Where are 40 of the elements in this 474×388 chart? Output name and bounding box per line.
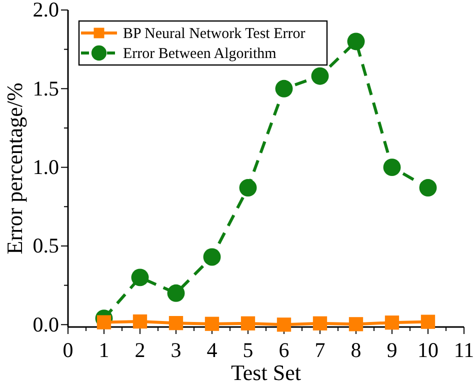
- x-tick-label: 7: [314, 338, 326, 362]
- x-tick-label: 5: [242, 338, 254, 362]
- point: [168, 316, 184, 330]
- point: [167, 284, 185, 302]
- point: [240, 316, 256, 330]
- x-axis-title: Test Set: [231, 360, 301, 385]
- point: [131, 268, 149, 286]
- x-tick-label: 10: [418, 338, 438, 362]
- point: [347, 32, 365, 50]
- point: [276, 318, 292, 332]
- x-tick-label: 4: [206, 338, 218, 362]
- y-tick-label: 0.5: [32, 234, 59, 258]
- point: [348, 317, 364, 332]
- y-tick-label: 0.0: [32, 312, 59, 336]
- y-tick-label: 2.0: [32, 0, 59, 22]
- x-tick-label: 1: [98, 338, 110, 362]
- x-tick-label: 2: [134, 338, 146, 362]
- x-tick-label: 11: [454, 338, 474, 362]
- point: [419, 179, 437, 196]
- x-tick-label: 6: [278, 338, 290, 362]
- point: [132, 314, 148, 329]
- point: [204, 316, 220, 331]
- point: [96, 315, 112, 330]
- x-tick-label: 8: [350, 338, 362, 362]
- y-tick-label: 1.0: [32, 155, 59, 180]
- y-tick-label: 1.5: [32, 76, 59, 100]
- legend-label: Error Between Algorithm: [123, 46, 277, 62]
- legend-label: BP Neural Network Test Error: [123, 26, 306, 42]
- x-tick-label: 0: [62, 338, 74, 362]
- point: [312, 316, 328, 330]
- point: [275, 80, 293, 98]
- x-tick-label: 9: [386, 338, 398, 362]
- point: [420, 314, 436, 329]
- point: [203, 248, 221, 266]
- point: [383, 158, 401, 176]
- y-axis-title: Error percentage/%: [2, 82, 27, 254]
- point: [384, 316, 400, 330]
- x-tick-label: 3: [170, 338, 182, 362]
- point: [239, 179, 257, 196]
- point: [311, 67, 329, 85]
